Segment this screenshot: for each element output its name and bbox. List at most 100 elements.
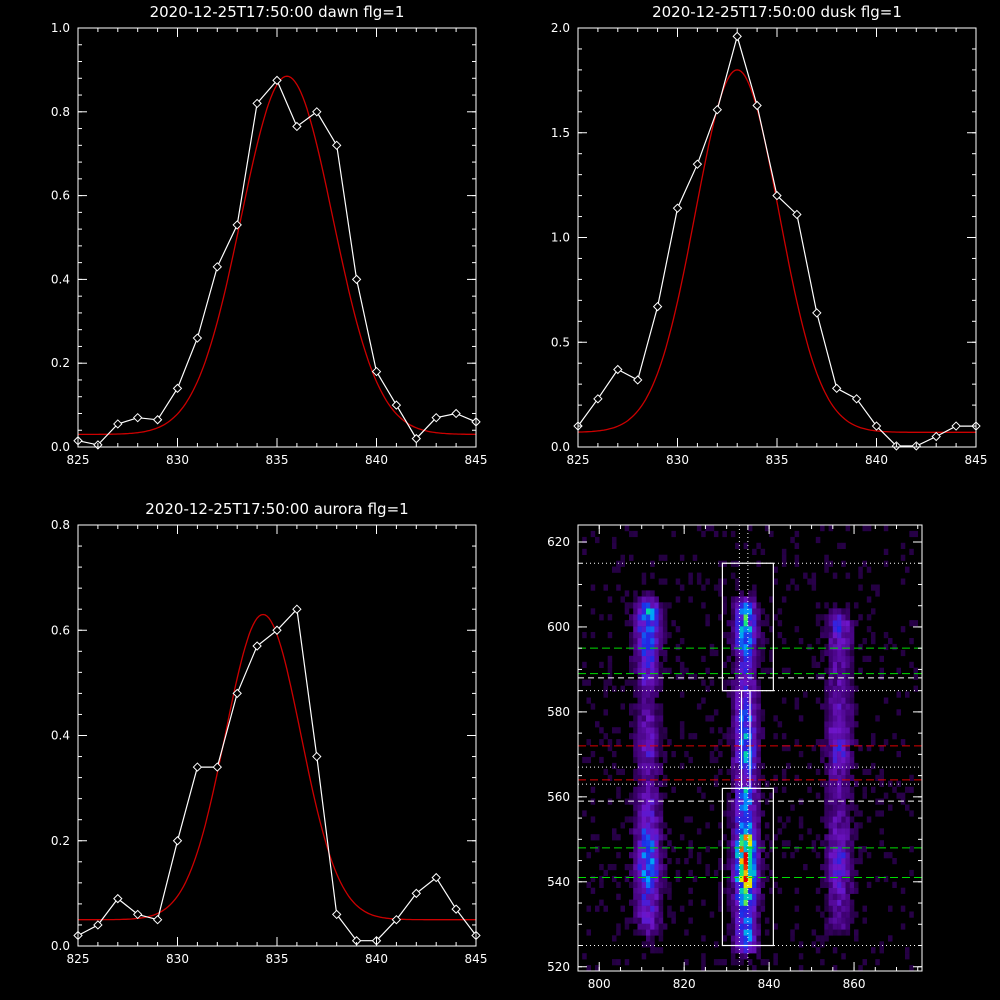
heatmap-cell	[832, 858, 838, 865]
heatmap-cell	[654, 739, 659, 746]
heatmap-cell	[735, 846, 740, 853]
heatmap-cell	[845, 846, 851, 853]
heatmap-cell	[743, 899, 749, 906]
heatmap-cell	[888, 804, 893, 811]
heatmap-cell	[756, 679, 761, 686]
heatmap-cell	[837, 614, 842, 621]
heatmap-cell	[832, 768, 838, 775]
heatmap-cell	[747, 947, 753, 954]
heatmap-cell	[841, 673, 846, 680]
heatmap-cell	[854, 828, 859, 835]
heatmap-cell	[603, 691, 608, 698]
heatmap-cell	[815, 673, 821, 680]
heatmap-cell	[828, 661, 834, 668]
heatmap-cell	[871, 739, 876, 746]
heatmap-cell	[773, 923, 778, 930]
heatmap-cell	[820, 840, 825, 847]
heatmap-cell	[752, 620, 757, 627]
data-point	[331, 140, 342, 151]
heatmap-cell	[756, 858, 761, 865]
heatmap-cell	[658, 751, 664, 758]
heatmap-cell	[760, 810, 766, 817]
heatmap-cell	[735, 852, 740, 859]
heatmap-cell	[781, 852, 787, 859]
heatmap-cell	[616, 852, 621, 859]
heatmap-cell	[837, 638, 842, 645]
heatmap-cell	[662, 923, 668, 930]
heatmap-cell	[849, 911, 855, 918]
heatmap-cell	[629, 655, 634, 662]
heatmap-cell	[798, 953, 804, 960]
plot-frame	[577, 524, 923, 972]
heatmap-cell	[841, 840, 846, 847]
heatmap-cell	[650, 643, 655, 651]
heatmap-cell	[743, 602, 749, 609]
heatmap-cell	[845, 709, 851, 716]
heatmap-cell	[756, 840, 761, 847]
heatmap-cell	[828, 745, 834, 752]
heatmap-cell	[841, 864, 846, 871]
heatmap-cell	[722, 733, 727, 740]
data-point	[672, 203, 683, 213]
heatmap-cell	[815, 620, 821, 627]
heatmap-cell	[629, 620, 634, 627]
heatmap-cell	[832, 715, 838, 722]
heatmap-cell	[641, 655, 647, 662]
heatmap-cell	[871, 733, 876, 740]
heatmap-cell	[667, 905, 672, 912]
heatmap-cell	[773, 614, 778, 621]
heatmap-cell	[667, 632, 672, 639]
data-point	[252, 641, 262, 651]
heatmap-cell	[641, 661, 647, 668]
heatmap-cell	[667, 911, 672, 918]
heatmap-cell	[722, 632, 727, 639]
heatmap-cell	[837, 869, 842, 877]
heatmap-cell	[841, 798, 846, 805]
heatmap-cell	[688, 899, 693, 906]
heatmap-cell	[841, 774, 846, 781]
heatmap-cell	[641, 638, 647, 645]
heatmap-cell	[633, 887, 638, 894]
heatmap-cell	[841, 899, 846, 906]
heatmap-cell	[837, 899, 842, 906]
heatmap-cell	[607, 673, 613, 680]
heatmap-cell	[735, 947, 740, 954]
heatmap-cell	[650, 572, 655, 579]
heatmap-cell	[739, 875, 744, 883]
heatmap-cell	[743, 542, 749, 549]
heatmap-cell	[637, 709, 642, 716]
heatmap-cell	[603, 685, 608, 692]
heatmap-cell	[828, 649, 834, 657]
heatmap-cell	[637, 840, 642, 847]
heatmap-cell	[730, 786, 736, 793]
heatmap-cell	[756, 691, 761, 698]
heatmap-cell	[824, 632, 829, 639]
heatmap-cell	[590, 584, 596, 591]
heatmap-cell	[654, 864, 659, 871]
heatmap-cell	[582, 548, 587, 555]
heatmap-cell	[654, 893, 659, 900]
heatmap-cell	[616, 768, 621, 775]
heatmap-cell	[845, 887, 851, 894]
heatmap-cell	[667, 667, 672, 674]
heatmap-cell	[832, 756, 838, 764]
heatmap-cell	[620, 560, 625, 567]
heatmap-cell	[650, 697, 655, 704]
heatmap-cell	[832, 828, 838, 835]
heatmap-cell	[713, 941, 719, 948]
data-point	[371, 366, 382, 377]
heatmap-cell	[841, 626, 846, 633]
heatmap-cell	[735, 691, 740, 698]
data-point	[752, 100, 762, 111]
x-tick-label: 845	[465, 952, 488, 966]
heatmap-cell	[841, 810, 846, 817]
heatmap-cell	[841, 905, 846, 912]
heatmap-cell	[637, 768, 642, 775]
heatmap-cell	[849, 727, 855, 734]
heatmap-cell	[726, 733, 732, 740]
heatmap-cell	[849, 667, 855, 674]
heatmap-cell	[747, 816, 753, 823]
heatmap-cell	[858, 852, 863, 859]
heatmap-cell	[705, 864, 710, 871]
heatmap-cell	[646, 649, 651, 657]
